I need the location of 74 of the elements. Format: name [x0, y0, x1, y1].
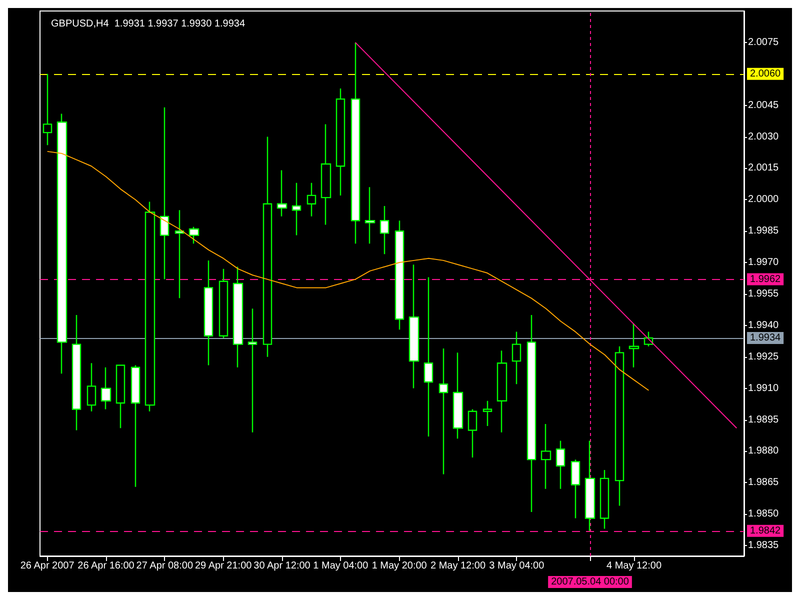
y-tick-label: 1.9985: [748, 226, 780, 237]
candlestick: [424, 276, 434, 438]
text: GBPUSD,H4 1.9931 1.9937 1.9930 1.9934: [51, 18, 246, 30]
candlestick: [160, 106, 170, 280]
candlestick: [496, 350, 508, 433]
x-tick-label: 3 May 04:00: [489, 560, 545, 572]
candlestick: [482, 400, 492, 427]
y-tick-label: 1.9925: [748, 351, 780, 362]
candlestick: [614, 346, 624, 506]
candlestick: [408, 264, 420, 389]
y-tick-label: 1.9865: [748, 477, 780, 488]
candlestick: [350, 42, 360, 244]
candlestick: [116, 364, 126, 429]
ref-line-label: 1.9842: [750, 525, 782, 536]
candlestick: [292, 182, 302, 236]
y-tick-label: 1.9910: [748, 382, 780, 394]
y-tick-label: 1.9955: [748, 288, 780, 300]
x-tick-label: 1 May 20:00: [372, 560, 428, 572]
candlestick: [218, 268, 228, 339]
y-tick-label: 2.0015: [748, 162, 780, 174]
candlestick: [262, 136, 272, 358]
ref-line-label: 1.9934: [750, 332, 782, 344]
y-tick-label: 1.9835: [748, 540, 780, 552]
x-tick-label: 26 Apr 2007: [20, 560, 75, 572]
y-tick-label: 1.9850: [748, 508, 780, 520]
candlestick: [100, 366, 112, 410]
candlestick: [628, 322, 640, 368]
candlestick: [188, 226, 200, 244]
candlestick: [86, 362, 96, 412]
candlestick: [526, 314, 536, 513]
candlestick: [570, 458, 580, 519]
candlestick: [556, 440, 566, 490]
candlestick: [320, 124, 332, 226]
candlestick: [452, 352, 464, 440]
candlestick: [438, 348, 448, 475]
candlestick: [232, 266, 244, 368]
ref-line-label: 1.9962: [750, 274, 782, 285]
y-tick-label: 1.9940: [748, 320, 780, 331]
candlestick: [42, 73, 52, 146]
candlestick: [364, 186, 376, 244]
x-tick-label: 4 May 12:00: [606, 560, 662, 572]
y-tick-label: 1.9880: [748, 446, 780, 457]
candlestick: [540, 423, 552, 490]
candlestick: [72, 314, 82, 431]
y-tick-label: 2.0045: [748, 100, 780, 111]
y-tick-label: 2.0000: [748, 194, 780, 206]
candlestick: [56, 113, 68, 374]
line-series: [46, 150, 650, 391]
candlestick: [600, 469, 610, 530]
candlestick: [468, 408, 478, 458]
x-tick-label: 1 May 04:00: [313, 560, 369, 572]
x-tick-label: 2007.05.04 00:00: [551, 576, 630, 588]
y-tick-label: 1.9895: [748, 414, 780, 426]
candlestick: [584, 440, 596, 532]
candlestick: [204, 260, 214, 366]
candlestick: [306, 182, 316, 218]
x-tick-label: 29 Apr 21:00: [194, 560, 252, 572]
ref-line-label: 2.0060: [750, 68, 782, 80]
candlestick: [276, 170, 288, 218]
x-tick-label: 30 Apr 12:00: [254, 560, 311, 572]
x-tick-label: 26 Apr 16:00: [78, 560, 135, 572]
candlestick: [336, 88, 346, 196]
y-tick-label: 2.0075: [748, 36, 780, 48]
candlestick: [144, 201, 156, 412]
y-tick-label: 1.9970: [748, 257, 780, 268]
candlestick: [130, 364, 140, 488]
candlestick: [512, 331, 522, 385]
x-tick-label: 27 Apr 08:00: [136, 560, 194, 572]
candlestick: [394, 220, 404, 330]
candlestick: [174, 210, 184, 299]
y-tick-label: 2.0030: [748, 131, 780, 142]
x-tick-label: 2 May 12:00: [430, 560, 486, 572]
candlestick: [380, 205, 390, 255]
candlestick: [248, 308, 258, 433]
